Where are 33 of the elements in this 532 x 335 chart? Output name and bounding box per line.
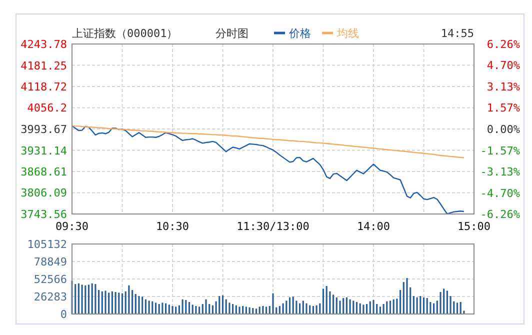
x-tick-label: 11:30/13:00 <box>236 220 310 233</box>
chart-title: 上证指数（000001） <box>72 27 178 40</box>
y-tick-label: 4118.72 <box>20 80 67 94</box>
y-tick-label: 52566 <box>34 273 67 286</box>
y-tick-label: 26283 <box>34 290 67 304</box>
text: 14:55 <box>440 27 474 40</box>
y-tick-label: 105132 <box>27 238 67 251</box>
y-tick-label: 4181.25 <box>20 59 67 72</box>
y-tick-label: 78849 <box>34 256 67 268</box>
y2-tick-label: -3.13% <box>480 166 520 178</box>
y-tick-label: 3931.14 <box>20 144 68 158</box>
x-tick-label: 15:00 <box>457 220 491 233</box>
y2-tick-label: 6.26% <box>486 38 520 51</box>
x-tick-label: 09:30 <box>55 220 89 233</box>
legend-label: 价格 <box>288 27 311 40</box>
y2-tick-label: -4.70% <box>480 186 520 200</box>
y-tick-label: 3993.67 <box>20 123 67 136</box>
y2-tick-label: 4.70% <box>486 59 520 72</box>
x-tick-label: 14:00 <box>356 220 390 233</box>
y-tick-label: 4243.78 <box>20 38 67 51</box>
chart-subtitle: 分时图 <box>216 27 248 40</box>
x-tick-label: 10:30 <box>156 220 190 233</box>
y-tick-label: 4056.2 <box>27 102 67 115</box>
y-tick-label: 3806.09 <box>20 186 67 200</box>
y-tick-label: 3868.61 <box>20 166 67 178</box>
y2-tick-label: 0.00% <box>486 123 520 136</box>
y2-tick-label: -6.26% <box>480 208 520 221</box>
y2-tick-label: 3.13% <box>486 80 520 94</box>
legend-label: 均线 <box>336 27 359 40</box>
y2-tick-label: 1.57% <box>486 102 520 115</box>
y-tick-label: 3743.56 <box>20 208 67 221</box>
y2-tick-label: -1.57% <box>480 144 520 158</box>
y-tick-label: 0 <box>60 308 67 321</box>
